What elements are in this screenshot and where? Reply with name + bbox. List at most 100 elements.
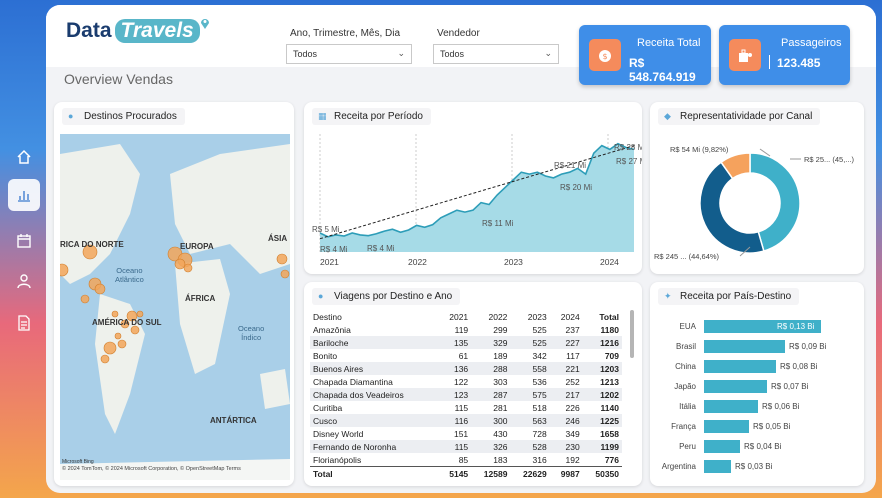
data-label: R$ 5 Mi [312,225,340,234]
sidebar-item-user[interactable] [8,265,40,297]
table-cell: 1213 [600,376,619,387]
table-row[interactable]: Chapada Diamantina 122 303 536 252 1213 [310,375,622,388]
table-total-cell: 50350 [582,466,622,480]
world-map[interactable]: RICA DO NORTE EUROPA ÁSIA Oceano Atlânti… [60,134,290,480]
kpi-revenue-value: R$ 548.764.919 [629,56,696,84]
table-cell: 776 [604,454,619,465]
table-cell: 1140 [600,402,619,413]
map-card-title: ● Destinos Procurados [62,108,185,125]
table-cell: 1199 [582,440,622,453]
kpi-revenue-title: Receita Total [637,37,701,49]
table-cell: Amazônia [313,324,351,335]
table-total-cell: 12589 [471,466,511,480]
table-total-cell: 9987 [549,466,583,480]
table-row[interactable]: Chapada dos Veadeiros 123 287 575 217 1202 [310,388,622,401]
donut-label: R$ 245 ... (44,64%) [654,252,720,261]
table-cell: Disney World [313,428,364,439]
table-cell: 221 [549,362,583,375]
table-cell: 1203 [582,362,622,375]
column-header[interactable]: 2021 [449,311,469,322]
country-bar-chart[interactable]: EUA R$ 0,13 Bi Brasil R$ 0,09 Bi China R$ 0,0… [650,282,864,486]
revenue-chart-card: ▦ Receita por Período 2021 2022 2023 2024 R$… [304,102,642,274]
x-tick-label: 2021 [320,257,339,267]
table-row[interactable]: Disney World 151 430 728 349 1658 [310,427,622,440]
table-cell: 316 [532,454,547,465]
kpi-revenue: $ Receita Total R$ 548.764.919 [579,25,711,85]
data-label: R$ 28 Mi [614,143,642,152]
table-cell: Chapada Diamantina [313,376,393,387]
calendar-icon [17,234,31,248]
sidebar-item-report[interactable] [8,307,40,339]
data-label: R$ 27 Mi [616,157,642,166]
map-label-atlantic: Oceano Atlântico [115,266,144,284]
table-row[interactable]: Florianópolis 85 183 316 192 776 [310,453,622,467]
column-header[interactable]: Total [599,311,619,322]
bar[interactable] [704,400,758,413]
map-pin-icon: ● [68,111,74,121]
data-label: R$ 4 Mi [320,245,348,254]
column-header[interactable]: 2024 [560,311,580,322]
column-header[interactable]: Destino [313,311,342,322]
period-filter[interactable]: Todos ⌄ [286,44,412,64]
table-cell: 326 [471,440,511,453]
leader-line [739,246,751,257]
bar[interactable] [704,440,740,453]
column-header[interactable]: 2022 [488,311,508,322]
map-label-north-america: RICA DO NORTE [60,240,124,249]
table-row[interactable]: Fernando de Noronha 115 326 528 230 1199 [310,440,622,453]
country-bar-title-text: Receita por País-Destino [680,291,792,302]
table-row[interactable]: Buenos Aires 136 288 558 221 1203 [310,362,622,375]
country-bar-title: ✦ Receita por País-Destino [658,288,800,305]
donut-label: R$ 54 Mi (9,82%) [670,145,729,154]
table-row[interactable]: Bonito 61 189 342 117 709 [310,349,622,362]
bar[interactable] [704,320,821,333]
seller-filter-value: Todos [440,49,465,59]
table-row[interactable]: Cusco 116 300 563 246 1225 [310,414,622,427]
sidebar-item-calendar[interactable] [8,225,40,257]
table-cell: 518 [532,402,547,413]
table-row[interactable]: Curitiba 115 281 518 226 1140 [310,401,622,414]
bar-value-label: R$ 0,05 Bi [753,422,791,431]
donut-slice [699,161,765,254]
bar[interactable] [704,460,731,473]
sidebar-item-home[interactable] [8,141,40,173]
table-scrollbar[interactable] [630,310,634,358]
logo: Data Travels [66,19,209,43]
table-cell: 1216 [582,336,622,349]
bar-value-label: R$ 0,06 Bi [762,402,800,411]
table-row[interactable]: Amazônia 119 299 525 237 1180 [310,323,622,336]
x-tick-label: 2024 [600,257,619,267]
table-header-row: Destino 2021 2022 2023 2024 Total [310,310,622,323]
data-label: R$ 20 Mi [560,183,592,192]
table-cell: 85 [458,454,469,465]
table-cell: 558 [510,362,550,375]
table-row[interactable]: Bariloche 135 329 525 227 1216 [310,336,622,349]
map-label-africa: ÁFRICA [185,294,216,303]
revenue-area-chart[interactable]: 2021 2022 2023 2024 R$ 5 Mi R$ 4 Mi R$ 4 Mi R$ … [304,102,642,274]
table-total-row: Total 5145 12589 22629 9987 50350 [310,466,622,480]
bar[interactable] [704,360,776,373]
bar[interactable] [704,420,749,433]
bar-value-label: R$ 0,04 Bi [744,442,782,451]
sidebar [0,5,46,493]
bar-category-label: Japão [674,382,696,391]
bar[interactable] [704,340,785,353]
table-cell: 342 [532,350,547,361]
page-title: Overview Vendas [64,71,173,87]
trips-table-viewport[interactable]: Destino 2021 2022 2023 2024 Total Amazônia 119 2… [310,310,622,484]
sidebar-item-chart[interactable] [8,179,40,211]
data-label: R$ 11 Mi [482,219,514,228]
table-cell: Florianópolis [313,454,362,465]
bar[interactable] [704,380,767,393]
country-bar-card: ✦ Receita por País-Destino EUA R$ 0,13 Bi… [650,282,864,486]
logo-badge: Travels [114,19,200,43]
column-header[interactable]: 2023 [527,311,547,322]
channel-donut-title: ◆ Representatividade por Canal [658,108,821,125]
home-icon [17,149,31,164]
revenue-chart-title-text: Receita por Período [334,111,423,122]
map-attribution[interactable]: © 2024 TomTom, © 2024 Microsoft Corporat… [62,466,241,472]
seller-filter[interactable]: Todos ⌄ [433,44,559,64]
bar-category-label: Argentina [661,462,696,471]
pushpin-icon: ✦ [664,291,672,301]
channel-donut-chart[interactable]: R$ 25... (45,...) R$ 245 ... (44,64%) R$ 5… [650,102,864,274]
